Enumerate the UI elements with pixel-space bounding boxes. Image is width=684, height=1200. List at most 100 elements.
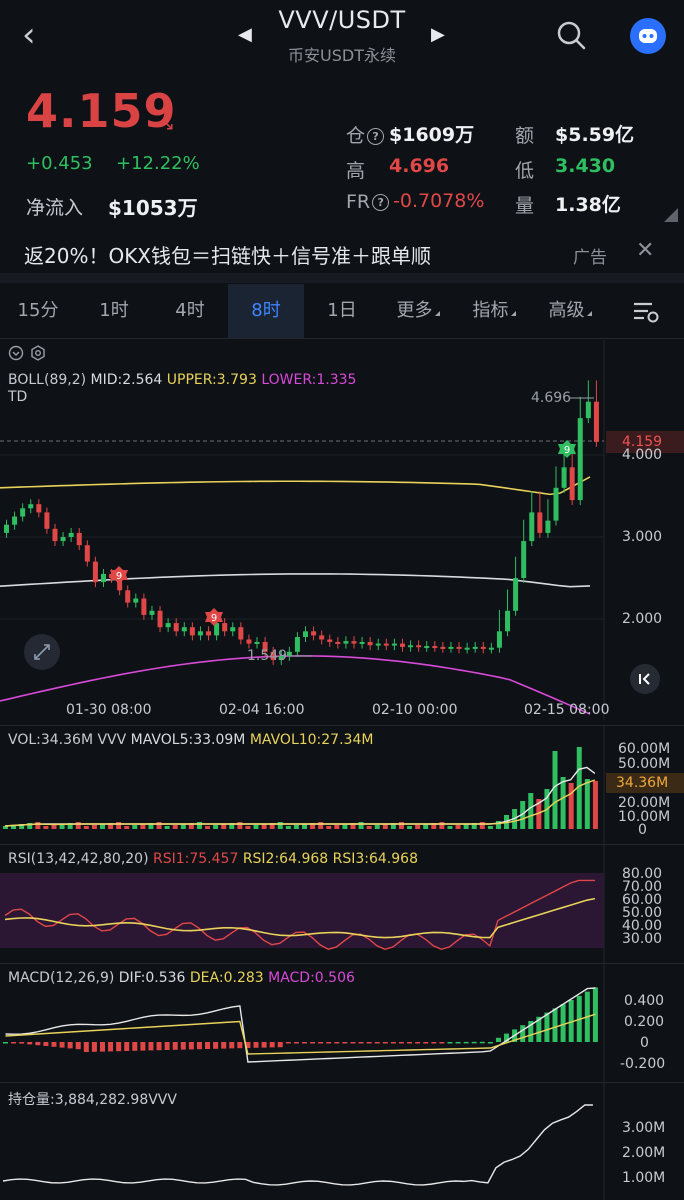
td-count-label: 9 <box>211 613 217 624</box>
volume-bar <box>536 799 542 829</box>
dropdown-corner-icon <box>434 311 440 316</box>
open-interest-chart[interactable] <box>0 1083 684 1200</box>
close-icon[interactable]: ✕ <box>636 238 655 263</box>
macd-histogram-bar <box>342 1042 348 1044</box>
volume-chart[interactable] <box>0 726 684 844</box>
candle-body <box>569 467 575 501</box>
rsi1: RSI1:75.457 <box>153 851 239 867</box>
y-tick: 60.00 <box>622 892 663 908</box>
candle-body <box>100 573 106 583</box>
macd-histogram-bar <box>318 1042 324 1044</box>
rsi3: RSI3:64.968 <box>332 851 418 867</box>
volume-bar <box>479 822 485 829</box>
y-tick: 2.00M <box>622 1145 666 1161</box>
macd-histogram-bar <box>560 1004 566 1042</box>
macd-histogram-bar <box>504 1033 510 1042</box>
jump-to-latest-icon[interactable] <box>630 664 660 694</box>
macd-histogram-bar <box>156 1042 162 1051</box>
volume-bar <box>495 821 501 829</box>
high-marker-label: 4.696 <box>531 390 572 406</box>
back-chevron-icon[interactable]: ‹ <box>22 15 36 55</box>
help-icon[interactable]: ? <box>367 128 385 145</box>
tab-advanced[interactable]: 高级 <box>532 284 608 338</box>
ad-banner-text[interactable]: 返20%！OKX钱包＝扫链快＋信号准＋跟单顺 <box>24 244 432 268</box>
macd-dif: DIF:0.536 <box>118 970 186 986</box>
rsi-chart[interactable] <box>0 845 684 963</box>
volume-bar <box>310 823 316 829</box>
candle-body <box>472 646 478 649</box>
y-tick: 60.00M <box>618 741 671 757</box>
amount-label: 额 <box>515 125 535 147</box>
td-label: TD <box>8 389 28 405</box>
vol-value: VOL:34.36M <box>8 732 94 748</box>
candle-body <box>537 512 543 533</box>
volume-bar <box>75 822 81 829</box>
indicator-toggle-icons[interactable] <box>8 344 48 362</box>
candle-body <box>488 647 494 650</box>
macd-histogram-bar <box>471 1041 477 1044</box>
tab-1d[interactable]: 1日 <box>327 300 357 321</box>
volume-bar <box>358 822 364 829</box>
volume-bar <box>318 822 324 829</box>
tab-1h[interactable]: 1时 <box>99 300 129 321</box>
panel-divider <box>0 725 684 726</box>
macd-chart[interactable] <box>0 964 684 1082</box>
macd-histogram-bar <box>83 1042 89 1052</box>
td-count-label: 9 <box>564 445 570 456</box>
candle-body <box>424 646 430 649</box>
tab-4h[interactable]: 4时 <box>175 300 205 321</box>
boll-mid: MID:2.564 <box>90 372 163 388</box>
high-value: 4.696 <box>389 155 450 177</box>
y-tick: 0 <box>638 822 647 838</box>
candlestick-chart[interactable]: 9 9 9 <box>0 340 684 725</box>
y-tick: 1.00M <box>622 1170 666 1186</box>
vol-legend: VOL:34.36M VVV MAVOL5:33.09M MAVOL10:27.… <box>8 732 373 748</box>
macd-histogram-bar <box>415 1042 421 1044</box>
high-label: 高 <box>346 160 366 182</box>
candle-body <box>36 504 42 513</box>
prev-pair-icon[interactable]: ◀ <box>238 24 252 45</box>
volume-bar <box>423 824 429 829</box>
candle-body <box>545 520 551 533</box>
candle-body <box>496 631 502 648</box>
change-abs: +0.453 <box>26 153 93 174</box>
volume-bar <box>560 777 566 829</box>
tab-8h[interactable]: 8时 <box>228 284 304 338</box>
volume-label: 量 <box>515 195 535 217</box>
candle-body <box>553 487 559 521</box>
chart-settings-icon[interactable] <box>632 300 660 324</box>
tab-15m[interactable]: 15分 <box>17 300 59 321</box>
low-value: 3.430 <box>555 155 616 177</box>
candle-body <box>456 646 462 649</box>
volume-bar <box>205 826 211 829</box>
next-pair-icon[interactable]: ▶ <box>431 24 445 45</box>
volume-bar <box>229 823 235 829</box>
macd-histogram-bar <box>528 1021 534 1042</box>
candle-body <box>448 646 454 649</box>
robot-avatar-icon[interactable] <box>630 18 666 54</box>
tab-indicators[interactable]: 指标 <box>456 284 532 338</box>
macd-histogram-bar <box>277 1042 283 1048</box>
help-icon[interactable]: ? <box>372 194 390 211</box>
macd-histogram-bar <box>520 1025 526 1042</box>
x-tick: 02-04 16:00 <box>219 702 305 718</box>
candle-body <box>432 646 438 649</box>
y-tick: 2.000 <box>622 611 663 627</box>
timeframe-tabs: 15分 1时 4时 8时 1日 更多 指标 高级 <box>0 284 684 338</box>
volume-bar <box>293 825 299 829</box>
volume-bar <box>407 826 413 829</box>
search-icon[interactable] <box>556 20 586 50</box>
volume-bar <box>164 826 170 829</box>
panel-divider <box>0 844 684 845</box>
candle-body <box>505 610 511 632</box>
fullscreen-expand-icon[interactable] <box>24 634 60 670</box>
macd-histogram-bar <box>269 1042 275 1048</box>
tab-more[interactable]: 更多 <box>380 284 456 338</box>
expand-corner-icon[interactable] <box>664 208 678 222</box>
y-tick: 30.00 <box>622 931 663 947</box>
macd-histogram-bar <box>463 1041 469 1044</box>
volume-bar <box>277 822 283 829</box>
candle-body <box>391 643 397 646</box>
candle-body <box>60 537 66 542</box>
macd-histogram-bar <box>91 1042 97 1052</box>
